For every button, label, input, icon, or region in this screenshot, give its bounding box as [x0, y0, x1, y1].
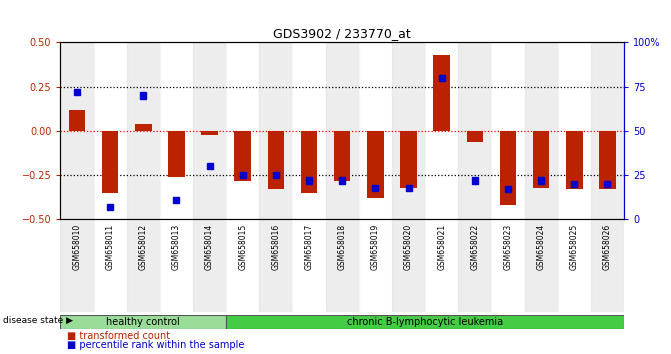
Bar	[306, 177, 312, 184]
Bar	[207, 163, 213, 170]
Bar	[505, 186, 511, 193]
Bar	[293, 42, 325, 219]
Title: GDS3902 / 233770_at: GDS3902 / 233770_at	[273, 27, 411, 40]
Bar	[160, 219, 193, 312]
Bar	[325, 219, 359, 312]
Bar	[60, 42, 93, 219]
Bar	[491, 42, 525, 219]
Text: GSM658012: GSM658012	[139, 224, 148, 270]
Bar	[325, 42, 359, 219]
Bar	[466, 131, 483, 142]
Text: ■ percentile rank within the sample: ■ percentile rank within the sample	[67, 340, 244, 350]
Bar	[135, 124, 152, 131]
Bar	[273, 172, 279, 178]
Bar	[405, 184, 411, 191]
Bar	[558, 219, 591, 312]
Bar	[359, 219, 392, 312]
Bar	[93, 42, 127, 219]
Bar	[168, 131, 185, 177]
Bar	[160, 42, 193, 219]
Text: GSM658015: GSM658015	[238, 224, 247, 270]
Bar	[533, 131, 550, 188]
Bar	[472, 177, 478, 184]
Text: GSM658024: GSM658024	[537, 224, 546, 270]
Bar	[340, 177, 345, 184]
Bar	[605, 181, 611, 187]
Bar	[439, 75, 445, 81]
Bar	[591, 219, 624, 312]
Text: chronic B-lymphocytic leukemia: chronic B-lymphocytic leukemia	[347, 317, 503, 327]
Bar	[234, 131, 251, 181]
Text: GSM658017: GSM658017	[305, 224, 313, 270]
Bar	[173, 197, 179, 203]
Bar	[268, 131, 285, 189]
Bar	[74, 89, 80, 95]
Bar	[599, 131, 616, 189]
Bar	[367, 131, 384, 198]
Bar	[293, 219, 325, 312]
Bar	[140, 92, 146, 99]
Text: GSM658022: GSM658022	[470, 224, 479, 270]
Text: GSM658010: GSM658010	[72, 224, 81, 270]
Bar	[392, 42, 425, 219]
FancyBboxPatch shape	[226, 315, 624, 329]
Text: GSM658014: GSM658014	[205, 224, 214, 270]
Text: GSM658025: GSM658025	[570, 224, 579, 270]
Bar	[226, 219, 259, 312]
Bar	[500, 131, 516, 205]
Bar	[107, 204, 113, 210]
Bar	[102, 131, 118, 193]
Bar	[400, 131, 417, 188]
Bar	[301, 131, 317, 193]
Bar	[127, 42, 160, 219]
Bar	[538, 177, 544, 184]
Text: GSM658021: GSM658021	[437, 224, 446, 270]
Text: healthy control: healthy control	[107, 317, 180, 327]
Text: GSM658023: GSM658023	[503, 224, 513, 270]
Bar	[372, 184, 378, 191]
Bar	[591, 42, 624, 219]
Bar	[558, 42, 591, 219]
Bar	[566, 131, 582, 189]
Bar	[226, 42, 259, 219]
Text: GSM658019: GSM658019	[371, 224, 380, 270]
Bar	[458, 42, 491, 219]
Bar	[93, 219, 127, 312]
Text: GSM658020: GSM658020	[404, 224, 413, 270]
Bar	[359, 42, 392, 219]
Bar	[60, 219, 93, 312]
Bar	[201, 131, 218, 135]
Bar	[127, 219, 160, 312]
Bar	[334, 131, 350, 181]
Text: GSM658026: GSM658026	[603, 224, 612, 270]
Bar	[259, 42, 293, 219]
Bar	[433, 55, 450, 131]
Bar	[68, 110, 85, 131]
Text: ■ transformed count: ■ transformed count	[67, 331, 170, 341]
Bar	[193, 219, 226, 312]
Bar	[525, 42, 558, 219]
Bar	[525, 219, 558, 312]
Bar	[491, 219, 525, 312]
Text: GSM658011: GSM658011	[105, 224, 115, 270]
Bar	[571, 181, 577, 187]
Text: disease state ▶: disease state ▶	[3, 316, 73, 325]
Text: GSM658013: GSM658013	[172, 224, 181, 270]
Bar	[425, 219, 458, 312]
Bar	[193, 42, 226, 219]
Bar	[392, 219, 425, 312]
Text: GSM658018: GSM658018	[338, 224, 347, 270]
Bar	[259, 219, 293, 312]
Bar	[425, 42, 458, 219]
FancyBboxPatch shape	[60, 315, 226, 329]
Bar	[458, 219, 491, 312]
Text: GSM658016: GSM658016	[271, 224, 280, 270]
Bar	[240, 172, 246, 178]
